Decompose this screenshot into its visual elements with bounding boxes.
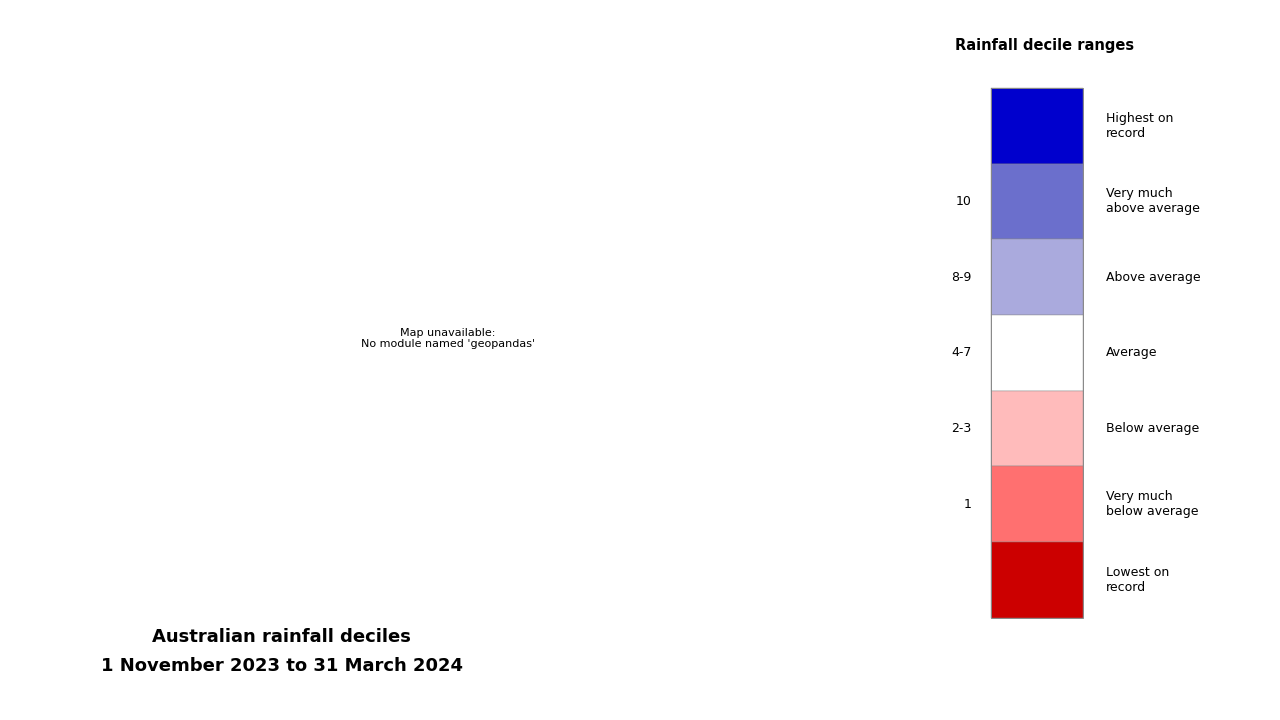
- Bar: [991, 467, 1083, 542]
- Text: Australian rainfall deciles: Australian rainfall deciles: [152, 628, 411, 647]
- Text: 8-9: 8-9: [951, 271, 972, 284]
- Text: Rainfall decile ranges: Rainfall decile ranges: [955, 38, 1134, 53]
- Bar: [991, 315, 1083, 391]
- Text: Average: Average: [1106, 346, 1157, 359]
- Text: 1 November 2023 to 31 March 2024: 1 November 2023 to 31 March 2024: [101, 657, 462, 675]
- Bar: [991, 88, 1083, 618]
- Bar: [991, 391, 1083, 467]
- Text: Highest on
record: Highest on record: [1106, 112, 1174, 140]
- Bar: [991, 542, 1083, 618]
- Text: 2-3: 2-3: [951, 422, 972, 435]
- Text: Above average: Above average: [1106, 271, 1201, 284]
- Text: 10: 10: [956, 195, 972, 208]
- Bar: [991, 163, 1083, 239]
- Text: 1: 1: [964, 498, 972, 510]
- Text: Very much
above average: Very much above average: [1106, 187, 1199, 215]
- Text: Very much
below average: Very much below average: [1106, 490, 1198, 518]
- Text: Below average: Below average: [1106, 422, 1199, 435]
- Text: Lowest on
record: Lowest on record: [1106, 566, 1169, 594]
- Bar: [991, 88, 1083, 163]
- Text: 4-7: 4-7: [951, 346, 972, 359]
- Text: Map unavailable:
No module named 'geopandas': Map unavailable: No module named 'geopan…: [361, 328, 535, 349]
- Bar: [991, 239, 1083, 315]
